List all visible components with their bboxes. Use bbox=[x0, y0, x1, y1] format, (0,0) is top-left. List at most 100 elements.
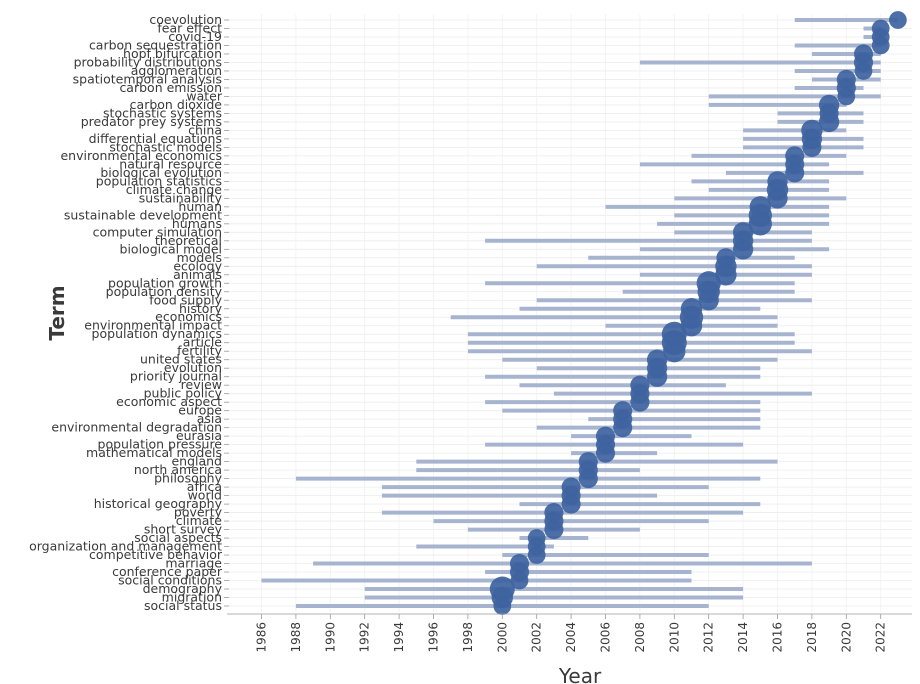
term-label: fertility bbox=[177, 343, 222, 358]
term-label: food supply bbox=[149, 292, 222, 307]
x-tick-label: 2010 bbox=[667, 622, 681, 653]
x-tick-label: 1996 bbox=[427, 622, 441, 653]
term-label: china bbox=[188, 122, 222, 137]
x-axis: 1986 1988 1990 1992 1994 1996 1998 2000 2002 2004… bbox=[227, 613, 912, 653]
term-label: carbon emission bbox=[119, 80, 222, 95]
term-label: population statistics bbox=[96, 173, 222, 188]
term-label: review bbox=[181, 377, 222, 392]
term-peak-bubble bbox=[493, 597, 512, 615]
term-label: ecology bbox=[173, 258, 222, 273]
term-label: theoretical bbox=[155, 233, 222, 248]
x-tick-label: 2012 bbox=[702, 622, 716, 653]
term-label: agglomeration bbox=[131, 63, 222, 78]
term-label: population dynamics bbox=[92, 326, 222, 341]
term-label: probability distributions bbox=[74, 54, 222, 69]
x-tick-label: 1998 bbox=[461, 622, 475, 653]
term-peak-bubble bbox=[613, 418, 633, 438]
term-label: article bbox=[183, 335, 223, 350]
term-peak-bubble bbox=[646, 366, 668, 387]
x-tick-label: 2020 bbox=[839, 622, 853, 653]
x-axis-title: Year bbox=[558, 664, 602, 684]
term-label: climate bbox=[176, 513, 223, 528]
term-peak-bubble bbox=[785, 163, 805, 183]
term-label: economics bbox=[155, 309, 222, 324]
term-label: coevolution bbox=[149, 12, 222, 27]
term-label: fear effect bbox=[157, 20, 222, 35]
term-label: sustainability bbox=[139, 190, 223, 205]
term-label: competitive behavior bbox=[89, 547, 223, 562]
term-label: predator prey systems bbox=[81, 114, 222, 129]
term-label: hopf bifurcation bbox=[123, 46, 222, 61]
term-label: eurasia bbox=[176, 428, 222, 443]
x-tick-label: 2018 bbox=[805, 622, 819, 653]
term-label: carbon dioxide bbox=[130, 97, 223, 112]
term-label: population density bbox=[106, 284, 223, 299]
term-peak-bubble bbox=[889, 11, 907, 29]
term-label: stochastic systems bbox=[103, 105, 222, 120]
term-label: history bbox=[179, 301, 223, 316]
term-label: england bbox=[171, 454, 222, 469]
term-label: social status bbox=[144, 598, 222, 613]
term-label: philosophy bbox=[154, 471, 222, 486]
term-peak-bubble bbox=[802, 137, 822, 157]
x-tick-label: 2004 bbox=[564, 622, 578, 653]
term-label: computer simulation bbox=[93, 224, 222, 239]
term-label: population growth bbox=[108, 275, 222, 290]
term-peak-bubble bbox=[595, 443, 616, 463]
term-peak-bubble bbox=[510, 571, 529, 590]
x-tick-label: 1988 bbox=[289, 622, 303, 653]
x-tick-label: 1992 bbox=[358, 622, 372, 653]
term-label: social aspects bbox=[134, 530, 222, 545]
term-label: organization and management bbox=[29, 539, 222, 554]
term-peak-bubble bbox=[630, 392, 650, 412]
term-peak-bubble bbox=[544, 520, 564, 540]
y-axis-title: Term bbox=[45, 285, 69, 340]
x-tick-label: 1990 bbox=[323, 622, 337, 653]
term-label: sustainable development bbox=[64, 207, 222, 222]
term-label: poverty bbox=[174, 505, 223, 520]
term-label: mathematical models bbox=[86, 445, 222, 460]
term-label: north america bbox=[134, 462, 222, 477]
term-label: short survey bbox=[144, 522, 223, 537]
x-tick-label: 1986 bbox=[255, 622, 269, 653]
term-label: economic aspect bbox=[116, 394, 222, 409]
term-label: priority journal bbox=[130, 369, 222, 384]
term-peak-bubble bbox=[578, 469, 598, 489]
term-label: environmental economics bbox=[60, 148, 222, 163]
x-tick-label: 2000 bbox=[495, 622, 509, 653]
term-label: marriage bbox=[165, 556, 222, 571]
term-peak-bubble bbox=[818, 111, 840, 133]
x-tick-label: 2006 bbox=[599, 622, 613, 653]
x-tick-label: 2022 bbox=[874, 622, 888, 653]
term-label: biological evolution bbox=[100, 165, 222, 180]
term-label: europe bbox=[178, 403, 222, 418]
term-label: conference paper bbox=[112, 564, 223, 579]
term-label: biological model bbox=[120, 241, 222, 256]
x-tick-label: 1994 bbox=[392, 622, 406, 653]
term-label: spatiotemporal analysis bbox=[73, 71, 222, 86]
x-tick-label: 2002 bbox=[530, 622, 544, 653]
term-label: demography bbox=[143, 581, 223, 596]
term-label: united states bbox=[140, 352, 222, 367]
term-label: covid-19 bbox=[168, 29, 222, 44]
term-label: humans bbox=[172, 216, 222, 231]
term-peak-bubbles bbox=[489, 11, 907, 615]
term-label: climate change bbox=[126, 182, 223, 197]
term-label: differential equations bbox=[89, 131, 222, 146]
term-label: models bbox=[177, 250, 222, 265]
term-label: human bbox=[178, 199, 222, 214]
term-label: world bbox=[188, 488, 222, 503]
term-label: historical geography bbox=[94, 496, 223, 511]
term-peak-bubble bbox=[767, 188, 788, 209]
term-label: natural resource bbox=[119, 156, 222, 171]
term-span-bars bbox=[261, 18, 898, 608]
term-label: evolution bbox=[164, 360, 222, 375]
term-label: migration bbox=[162, 590, 222, 605]
x-tick-label: 2014 bbox=[736, 622, 750, 653]
term-label: social conditions bbox=[118, 573, 222, 588]
term-label: population pressure bbox=[98, 437, 223, 452]
term-peak-bubble bbox=[527, 546, 546, 564]
